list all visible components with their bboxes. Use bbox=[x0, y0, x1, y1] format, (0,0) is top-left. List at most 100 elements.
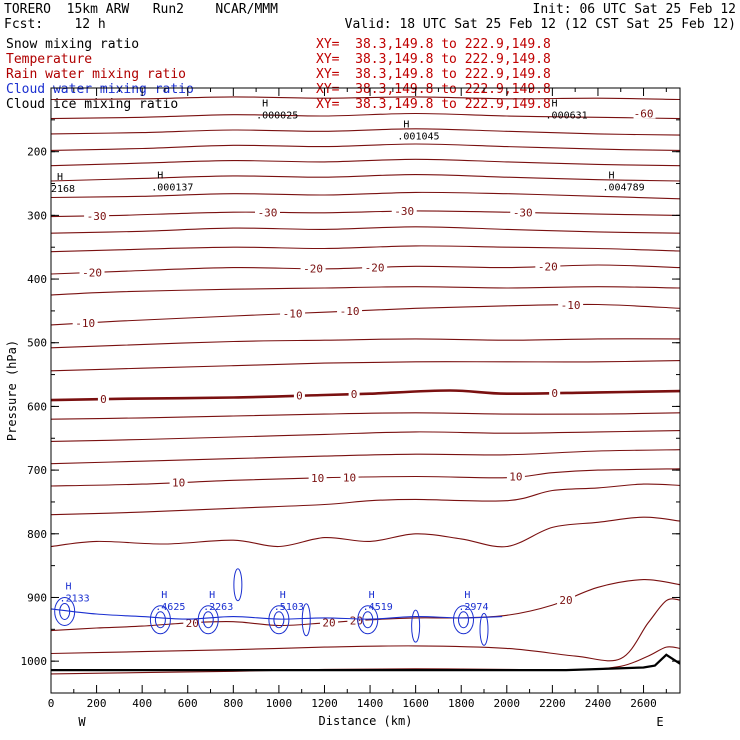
contour-label-bg bbox=[549, 387, 561, 400]
temperature-contour bbox=[51, 245, 680, 253]
temperature-contour-label: -30 bbox=[258, 206, 278, 219]
contour-label-bg bbox=[391, 205, 417, 218]
snow-ice-max-marker: H bbox=[403, 120, 409, 131]
cloud-water-cell-inner bbox=[457, 611, 469, 629]
cloud-water-cell bbox=[411, 609, 421, 643]
header-line2-left: Fcst: 12 h bbox=[4, 17, 106, 32]
snow-ice-max-value: .000631 bbox=[546, 111, 588, 122]
contour-label-bg bbox=[293, 389, 305, 402]
x-tick-label: 1400 bbox=[357, 697, 384, 710]
snow-ice-max-marker: H bbox=[262, 99, 268, 110]
x-tick-label: 2600 bbox=[630, 697, 657, 710]
snow-ice-max-value: .001045 bbox=[397, 132, 439, 143]
contour-label-bg bbox=[558, 298, 584, 311]
contour-label-bg bbox=[633, 106, 656, 119]
cloud-water-cell bbox=[268, 605, 290, 635]
temperature-contour bbox=[51, 338, 680, 349]
header-line1-left: TORERO 15km ARW Run2 NCAR/MMM bbox=[4, 2, 278, 17]
x-tick-label: 0 bbox=[48, 697, 55, 710]
contour-label-bg bbox=[169, 476, 188, 489]
cloud-water-cell bbox=[233, 568, 243, 602]
snow-ice-max-marker: H bbox=[552, 99, 558, 110]
snow-ice-max-value: .000025 bbox=[256, 111, 298, 122]
temperature-contour bbox=[51, 158, 680, 167]
temperature-contour-label: 10 bbox=[172, 477, 185, 490]
terrain-line bbox=[51, 653, 680, 672]
temperature-contour bbox=[51, 226, 680, 234]
legend-xy: XY= 38.3,149.8 to 222.9,149.8 bbox=[316, 52, 551, 67]
temperature-contour-label: 20 bbox=[559, 594, 572, 607]
x-tick-label: 2000 bbox=[494, 697, 521, 710]
x-end-label-west: W bbox=[78, 715, 86, 729]
x-tick-label: 2400 bbox=[585, 697, 612, 710]
legend-label: Cloud ice mixing ratio bbox=[6, 97, 179, 112]
cloud-water-max-marker: H bbox=[66, 581, 72, 592]
x-tick-label: 1000 bbox=[266, 697, 293, 710]
temperature-contour-label: 10 bbox=[509, 471, 522, 484]
cloud-water-contour bbox=[51, 608, 503, 620]
temperature-contour-label: 0 bbox=[351, 388, 358, 401]
cloud-water-max-value: .4519 bbox=[363, 602, 393, 613]
temperature-contour-label: -30 bbox=[513, 207, 533, 220]
legend-label: Rain water mixing ratio bbox=[6, 67, 187, 82]
cloud-water-cell bbox=[479, 612, 489, 646]
y-tick-label: 200 bbox=[27, 146, 47, 159]
cloud-water-max-value: .2974 bbox=[458, 602, 488, 613]
temperature-contour bbox=[51, 174, 680, 182]
temperature-contour bbox=[51, 191, 680, 200]
contour-label-bg bbox=[300, 262, 326, 275]
contour-label-bg bbox=[280, 307, 306, 320]
y-tick-label: 600 bbox=[27, 400, 47, 413]
temperature-contour bbox=[51, 516, 680, 548]
temperature-contour bbox=[51, 430, 680, 442]
header-line1-right: Init: 06 UTC Sat 25 Feb 12 bbox=[532, 2, 737, 17]
temperature-contour bbox=[51, 360, 680, 372]
y-tick-label: 900 bbox=[27, 591, 47, 604]
legend-xy: XY= 38.3,149.8 to 222.9,149.8 bbox=[316, 37, 551, 52]
cloud-water-cell bbox=[301, 603, 311, 637]
cloud-water-cell-inner bbox=[273, 611, 285, 629]
temperature-contour-label: -10 bbox=[561, 299, 581, 312]
temperature-contour-label: -20 bbox=[82, 266, 102, 279]
temperature-contour bbox=[51, 598, 680, 662]
x-tick-label: 1600 bbox=[402, 697, 429, 710]
x-tick-label: 2200 bbox=[539, 697, 566, 710]
snow-ice-max-value: .000137 bbox=[151, 183, 193, 194]
snow-ice-max-value: 2168 bbox=[51, 184, 75, 195]
temperature-contour-label: -30 bbox=[394, 205, 414, 218]
temperature-contour bbox=[51, 449, 680, 465]
cloud-water-max-value: .2133 bbox=[60, 593, 90, 604]
legend-label: Temperature bbox=[6, 52, 93, 67]
cloud-water-max-marker: H bbox=[161, 590, 167, 601]
contour-label-bg bbox=[347, 614, 366, 627]
temperature-contour-label: 0 bbox=[551, 387, 558, 400]
contour-label-bg bbox=[348, 388, 360, 401]
y-tick-label: 1000 bbox=[21, 655, 48, 668]
temperature-contour-label: 0 bbox=[296, 390, 303, 403]
cloud-water-max-value: .2263 bbox=[203, 602, 233, 613]
legend-xy: XY= 38.3,149.8 to 222.9,149.8 bbox=[316, 67, 551, 82]
cloud-water-max-value: .4625 bbox=[155, 602, 185, 613]
x-tick-label: 800 bbox=[223, 697, 243, 710]
snow-ice-max-marker: H bbox=[57, 172, 63, 183]
contour-label-bg bbox=[362, 261, 388, 274]
contour-label-bg bbox=[557, 593, 576, 606]
contour-label-bg bbox=[84, 209, 110, 222]
temperature-contour bbox=[51, 143, 680, 151]
legend-label: Cloud water mixing ratio bbox=[6, 82, 194, 97]
header-line2-right: Valid: 18 UTC Sat 25 Feb 12 (12 CST Sat … bbox=[344, 17, 736, 32]
plot-frame bbox=[50, 87, 681, 694]
temperature-contour bbox=[51, 412, 680, 420]
x-tick-label: 200 bbox=[87, 697, 107, 710]
temperature-contour bbox=[51, 579, 680, 632]
temperature-contour-label: -20 bbox=[365, 261, 385, 274]
cloud-water-cell bbox=[149, 605, 171, 635]
temperature-contour-label: 20 bbox=[186, 617, 199, 630]
contour-label-bg bbox=[308, 471, 327, 484]
y-tick-label: 400 bbox=[27, 273, 47, 286]
contour-label-bg bbox=[255, 206, 281, 219]
legend-xy: XY= 38.3,149.8 to 222.9,149.8 bbox=[316, 82, 551, 97]
temperature-contour-label: 20 bbox=[322, 617, 335, 630]
cloud-water-max-marker: H bbox=[369, 590, 375, 601]
